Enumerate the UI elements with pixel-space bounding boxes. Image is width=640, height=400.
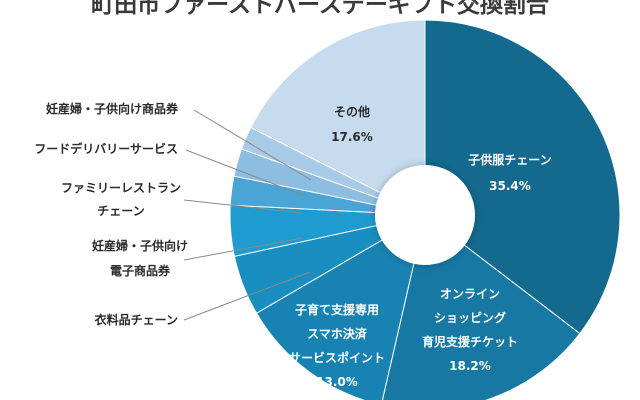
slice-label-2: サービスポイント xyxy=(289,350,385,365)
slice-2 xyxy=(255,213,426,400)
slice-value-label-0: 35.4% xyxy=(489,179,531,193)
slice-label-2: スマホ決済 xyxy=(307,326,368,341)
slice-label-1: オンライン xyxy=(440,287,500,301)
chart-title: 町田市ファーストバースデーギフト交換割合 xyxy=(91,0,550,18)
slice-value-label-8: 17.6% xyxy=(331,130,373,144)
leader-line-6 xyxy=(185,149,306,197)
slice-label-2: 子育て支援専用 xyxy=(295,302,379,317)
slice-label-5: ファミリーレストラン xyxy=(61,181,181,195)
slice-value-label-1: 18.2% xyxy=(449,359,491,373)
slice-0 xyxy=(424,19,621,335)
slice-8 xyxy=(250,19,426,216)
slice-label-4: 妊産婦・子供向け xyxy=(92,238,188,253)
slice-label-4: 電子商品券 xyxy=(110,263,171,278)
slice-label-0: 子供服チェーン xyxy=(468,152,551,167)
slice-label-6: フードデリバリーサービス xyxy=(34,141,178,156)
slice-value-label-2: 13.0% xyxy=(316,375,358,389)
leader-line-7 xyxy=(193,109,312,181)
leader-line-3 xyxy=(183,271,311,321)
leader-line-5 xyxy=(183,199,303,214)
slice-label-3: 衣料品チェーン xyxy=(95,312,178,327)
slice-label-8: その他 xyxy=(334,104,370,119)
slice-label-1: ショッピング xyxy=(434,310,506,325)
donut-hole xyxy=(375,165,475,265)
slice-label-7: 妊産婦・子供向け商品券 xyxy=(46,101,179,116)
slice-label-5: チェーン xyxy=(97,204,144,218)
leader-line-4 xyxy=(183,237,303,261)
slice-label-1: 育児支援チケット xyxy=(422,334,518,349)
